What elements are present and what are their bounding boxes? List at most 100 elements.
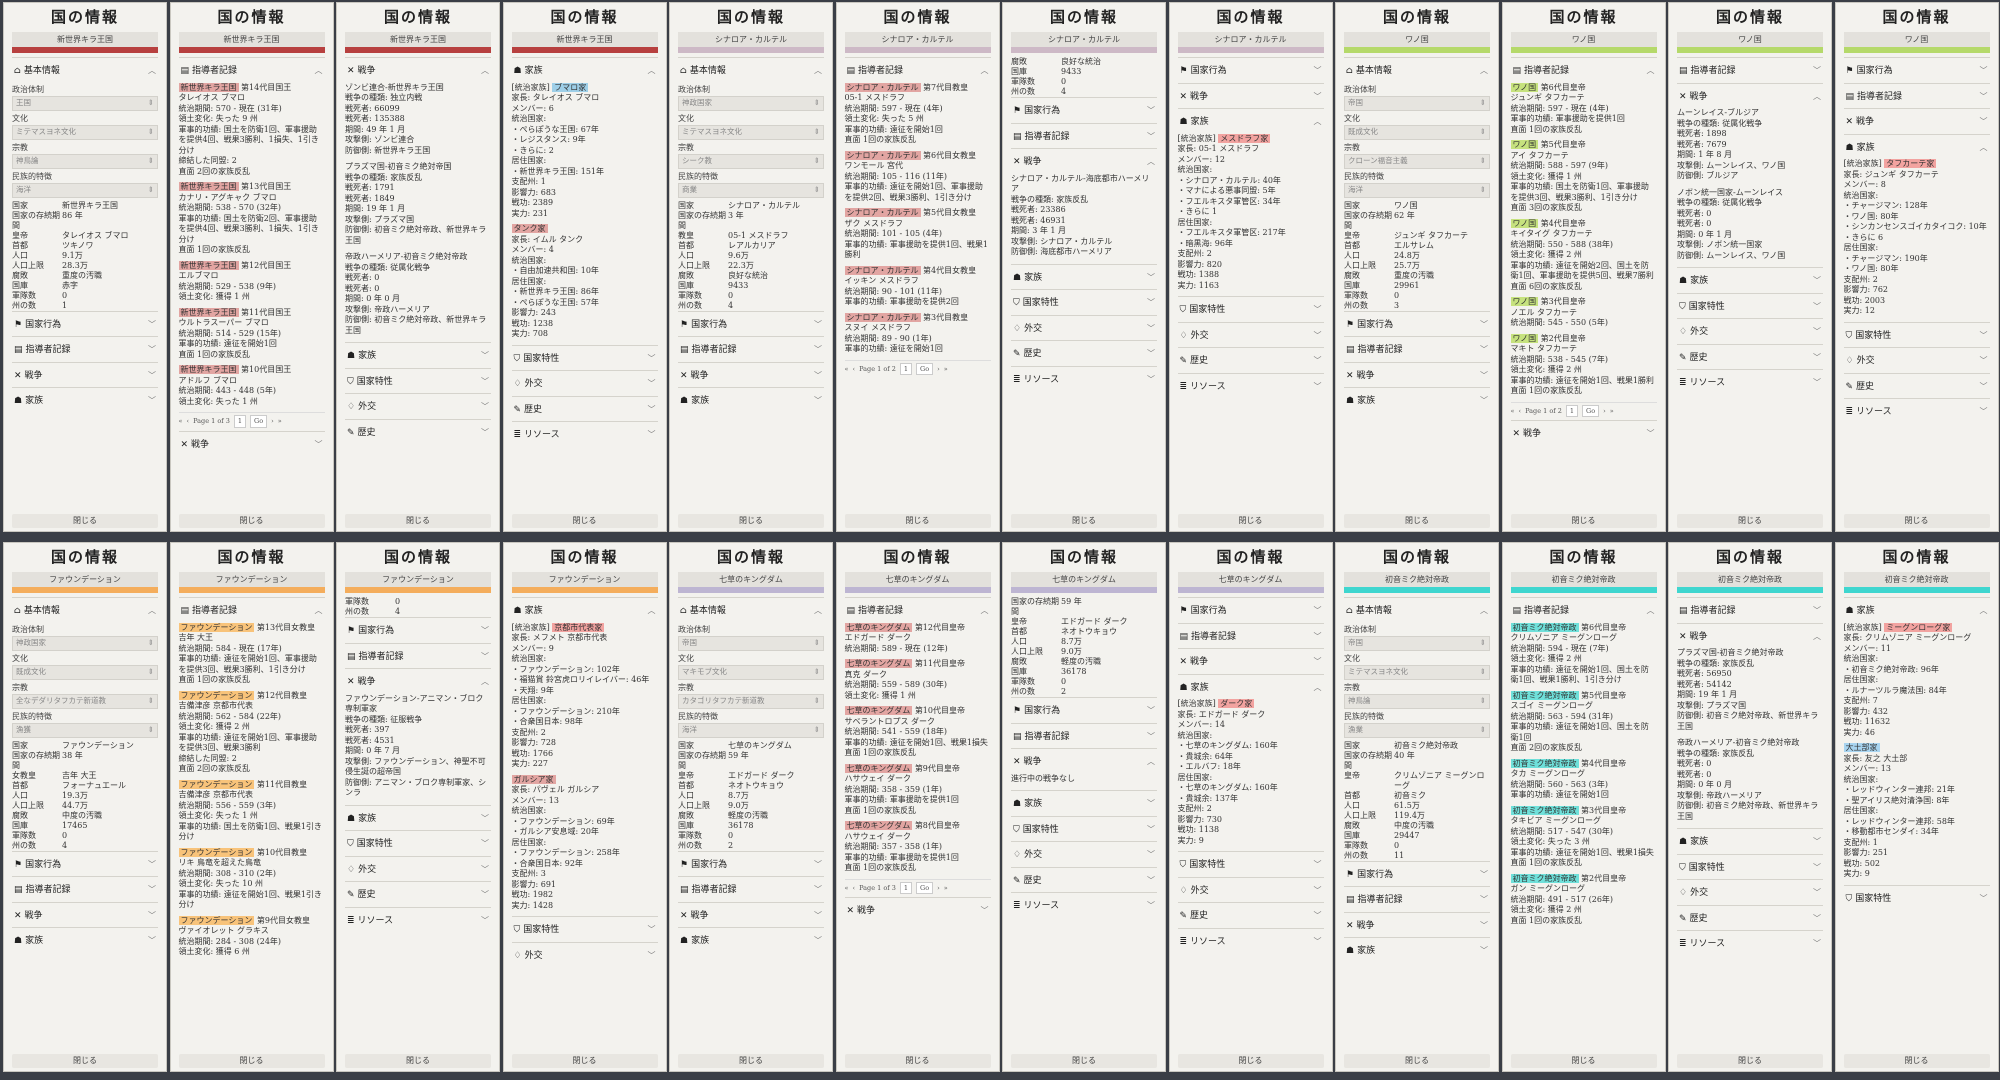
field-select[interactable]: カタゴリタフカテ新道教 ⇕: [678, 694, 824, 709]
go-button[interactable]: Go: [250, 415, 268, 428]
close-button[interactable]: 閉じる: [678, 1054, 824, 1068]
section-header[interactable]: ▤ 指導者記録 ﹀: [1677, 57, 1823, 83]
chevron-up-icon[interactable]: ︿: [314, 606, 323, 615]
last-page-icon[interactable]: »: [943, 364, 948, 373]
section-header[interactable]: ≣ リソース ﹀: [1677, 369, 1823, 395]
chevron-down-icon[interactable]: ﹀: [1313, 356, 1322, 365]
field-select[interactable]: 帝国 ⇕: [1344, 636, 1490, 651]
chevron-down-icon[interactable]: ﹀: [148, 885, 156, 894]
chevron-down-icon[interactable]: ﹀: [1313, 381, 1322, 391]
section-header[interactable]: ✎ 歴史 ﹀: [1677, 904, 1823, 931]
section-header[interactable]: ♢ 外交 ﹀: [1011, 314, 1157, 341]
chevron-down-icon[interactable]: ﹀: [1480, 319, 1488, 329]
field-select[interactable]: 既成文化 ⇕: [1344, 125, 1490, 140]
chevron-down-icon[interactable]: ﹀: [1147, 731, 1155, 741]
section-header[interactable]: ⌂ 基本情報 ︿: [678, 597, 824, 623]
chevron-down-icon[interactable]: ﹀: [481, 376, 489, 386]
chevron-up-icon[interactable]: ︿: [1979, 606, 1988, 615]
section-header[interactable]: ☗ 家族 ︿: [1843, 597, 1990, 623]
chevron-down-icon[interactable]: ﹀: [148, 910, 156, 920]
section-header[interactable]: ▤ 指導者記録 ﹀: [1177, 622, 1324, 649]
chevron-down-icon[interactable]: ﹀: [1480, 370, 1488, 380]
prev-page-icon[interactable]: ‹: [852, 364, 856, 373]
section-header[interactable]: ♢ 外交 ﹀: [1177, 876, 1324, 903]
section-header[interactable]: ⚑ 国家行為 ﹀: [12, 310, 158, 337]
chevron-down-icon[interactable]: ﹀: [647, 353, 656, 363]
last-page-icon[interactable]: »: [277, 417, 282, 425]
field-select[interactable]: 海洋 ⇕: [12, 183, 158, 198]
chevron-down-icon[interactable]: ﹀: [1979, 66, 1988, 75]
section-header[interactable]: ⚑ 国家行為 ﹀: [1177, 597, 1324, 623]
section-header[interactable]: ✎ 歴史 ﹀: [1677, 343, 1823, 370]
chevron-down-icon[interactable]: ﹀: [1813, 939, 1821, 948]
chevron-down-icon[interactable]: ﹀: [1979, 117, 1988, 126]
close-button[interactable]: 閉じる: [511, 514, 658, 528]
field-select[interactable]: 帝国 ⇕: [678, 636, 824, 651]
chevron-down-icon[interactable]: ﹀: [1646, 429, 1655, 438]
section-header[interactable]: ⚑ 国家行為 ﹀: [678, 850, 824, 877]
prev-page-icon[interactable]: ‹: [186, 417, 190, 425]
chevron-down-icon[interactable]: ﹀: [481, 890, 489, 899]
chevron-down-icon[interactable]: ﹀: [1813, 888, 1821, 897]
chevron-down-icon[interactable]: ﹀: [481, 351, 489, 360]
section-header[interactable]: ✕ 戦争 ﹀: [1510, 420, 1657, 446]
section-header[interactable]: ≣ リソース ﹀: [1177, 372, 1324, 399]
chevron-down-icon[interactable]: ﹀: [1979, 407, 1988, 416]
chevron-down-icon[interactable]: ﹀: [481, 626, 489, 635]
section-header[interactable]: ☗ 家族 ﹀: [1677, 828, 1823, 854]
field-select[interactable]: 漁獲 ⇕: [12, 723, 158, 738]
section-header[interactable]: ✕ 戦争 ︿: [1677, 82, 1823, 109]
section-header[interactable]: ▤ 指導者記録 ﹀: [345, 642, 491, 669]
chevron-down-icon[interactable]: ﹀: [1313, 305, 1322, 314]
section-header[interactable]: ▤ 指導者記録 ﹀: [1011, 722, 1157, 749]
section-header[interactable]: ≣ リソース ﹀: [1011, 365, 1157, 392]
close-button[interactable]: 閉じる: [1677, 514, 1823, 528]
chevron-down-icon[interactable]: ﹀: [1979, 893, 1988, 903]
section-header[interactable]: ≣ リソース ﹀: [1177, 927, 1324, 954]
chevron-up-icon[interactable]: ︿: [1646, 66, 1655, 75]
section-header[interactable]: ▤ 指導者記録 ︿: [1510, 57, 1657, 83]
chevron-down-icon[interactable]: ﹀: [1813, 327, 1821, 336]
chevron-down-icon[interactable]: ﹀: [1313, 66, 1322, 75]
chevron-down-icon[interactable]: ﹀: [1313, 860, 1322, 869]
section-header[interactable]: ≣ リソース ﹀: [1011, 892, 1157, 918]
chevron-up-icon[interactable]: ︿: [647, 66, 656, 75]
section-header[interactable]: ⚑ 国家行為 ﹀: [1011, 97, 1157, 123]
chevron-down-icon[interactable]: ﹀: [1813, 862, 1821, 872]
field-select[interactable]: 海洋 ⇕: [1344, 183, 1490, 198]
section-header[interactable]: ✎ 歴史 ﹀: [511, 395, 658, 422]
chevron-down-icon[interactable]: ﹀: [481, 427, 489, 437]
prev-page-icon[interactable]: ‹: [852, 883, 856, 892]
chevron-down-icon[interactable]: ﹀: [1147, 799, 1155, 808]
chevron-down-icon[interactable]: ﹀: [814, 370, 822, 380]
close-button[interactable]: 閉じる: [1843, 514, 1990, 528]
close-button[interactable]: 閉じる: [178, 514, 325, 528]
chevron-down-icon[interactable]: ﹀: [814, 936, 822, 945]
section-header[interactable]: ✎ 歴史 ﹀: [1843, 372, 1990, 399]
section-header[interactable]: ♢ 外交 ﹀: [1843, 347, 1990, 373]
section-header[interactable]: ▤ 指導者記録 ﹀: [1011, 122, 1157, 149]
chevron-down-icon[interactable]: ﹀: [1313, 885, 1322, 895]
chevron-down-icon[interactable]: ﹀: [1147, 850, 1155, 859]
first-page-icon[interactable]: «: [844, 883, 849, 892]
page-input[interactable]: 1: [1565, 404, 1578, 417]
field-select[interactable]: ミテマスヨネ文化 ⇕: [12, 125, 158, 140]
section-header[interactable]: ✎ 歴史 ﹀: [345, 881, 491, 907]
chevron-down-icon[interactable]: ﹀: [1313, 631, 1322, 641]
chevron-down-icon[interactable]: ﹀: [814, 859, 822, 869]
section-header[interactable]: ✎ 歴史 ﹀: [1177, 902, 1324, 928]
page-input[interactable]: 1: [233, 415, 246, 428]
close-button[interactable]: 閉じる: [844, 1054, 991, 1068]
section-header[interactable]: ☗ 家族 ﹀: [1677, 267, 1823, 293]
chevron-down-icon[interactable]: ﹀: [1147, 824, 1155, 834]
section-header[interactable]: ⛉ 国家特性 ﹀: [1843, 321, 1990, 348]
close-button[interactable]: 閉じる: [1510, 1054, 1657, 1068]
section-header[interactable]: ♢ 外交 ﹀: [345, 393, 491, 419]
field-select[interactable]: ミテマスヨネ文化 ⇕: [678, 125, 824, 140]
section-header[interactable]: ⌂ 基本情報 ︿: [1344, 597, 1490, 623]
chevron-up-icon[interactable]: ︿: [1646, 606, 1655, 615]
chevron-down-icon[interactable]: ﹀: [1813, 837, 1821, 846]
section-header[interactable]: ☗ 家族 ︿: [1843, 133, 1990, 160]
field-select[interactable]: シーク教 ⇕: [678, 154, 824, 169]
section-header[interactable]: ⛉ 国家特性 ﹀: [345, 830, 491, 856]
